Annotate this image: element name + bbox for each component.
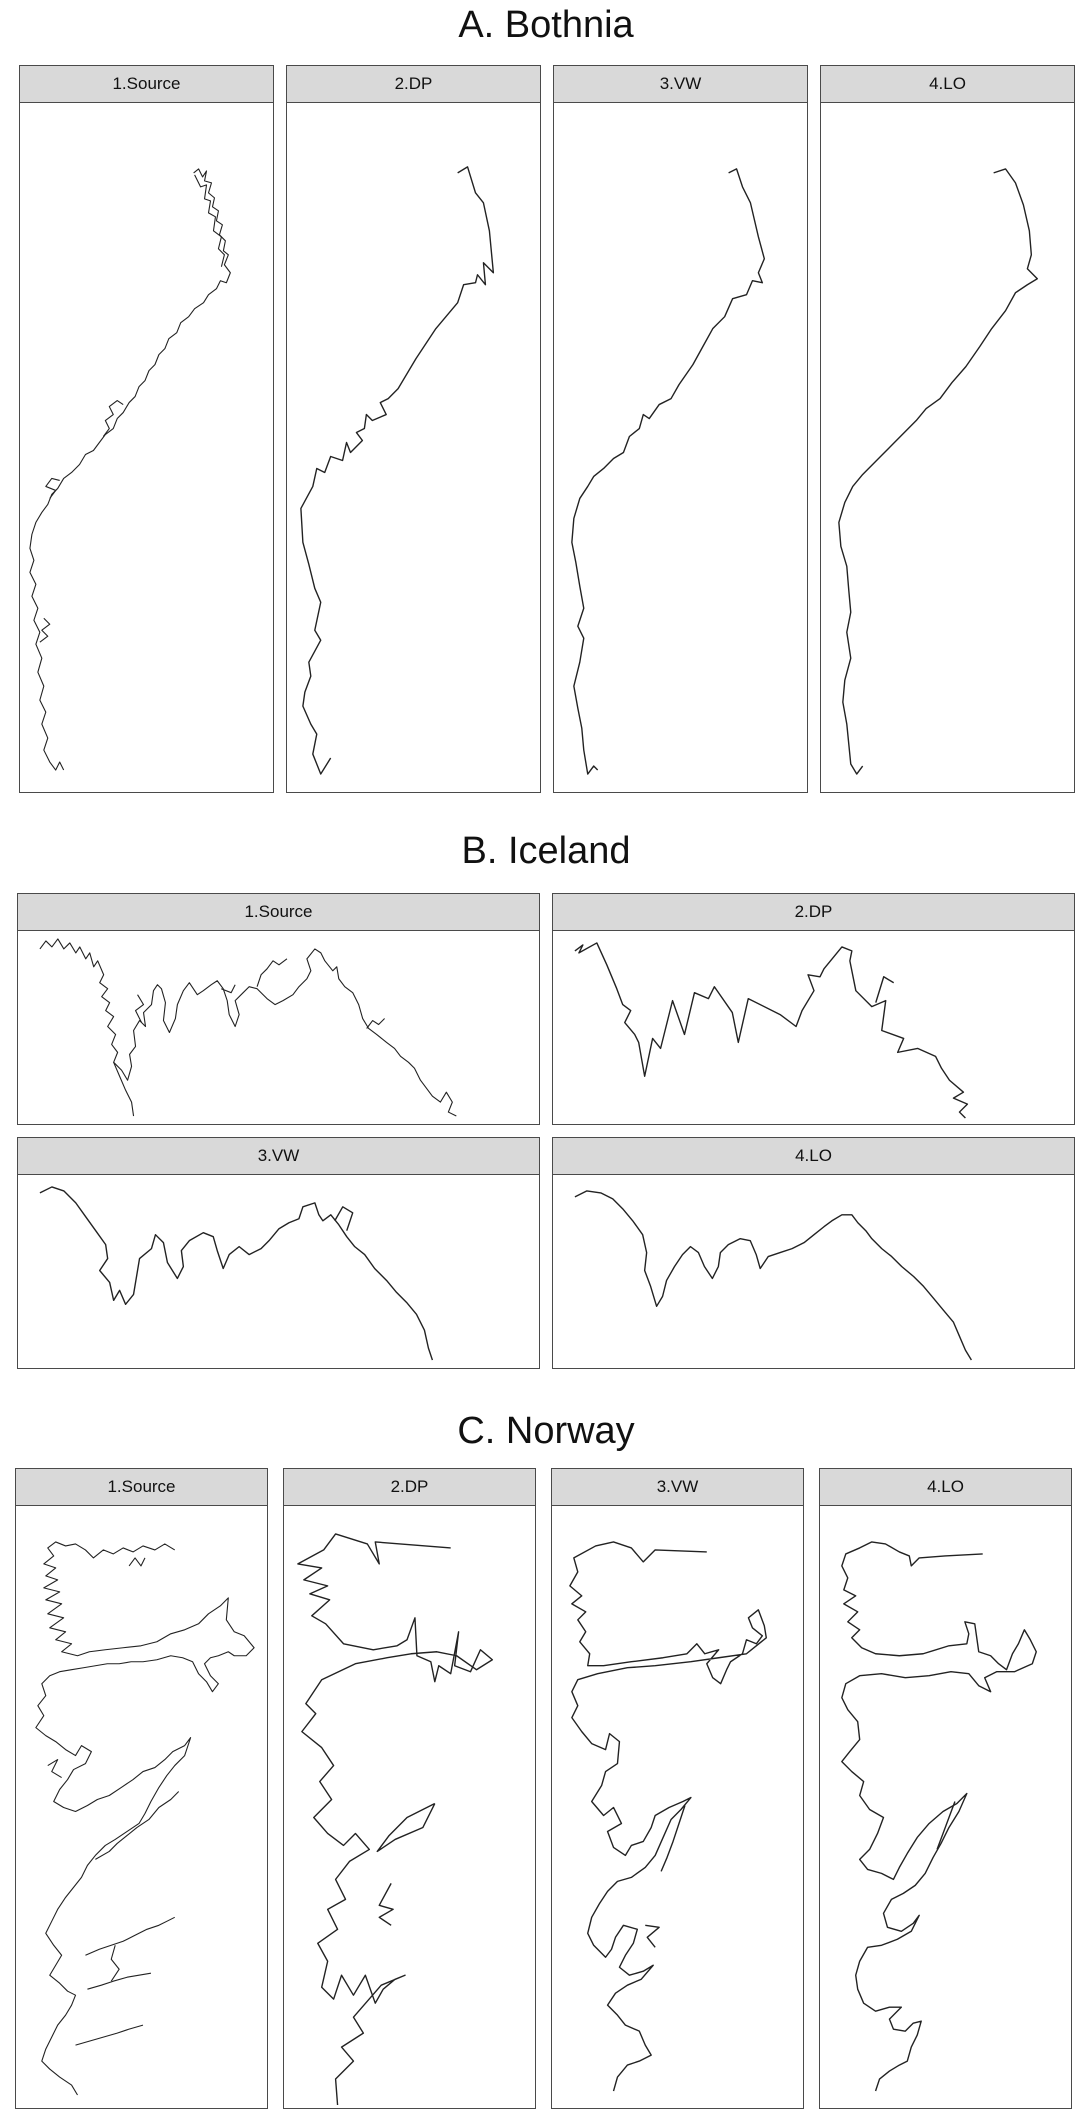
coastline-plot [553,931,1074,1124]
panel-strip-label: 3.VW [18,1138,539,1175]
coastline-plot [287,103,540,792]
coastline-plot [821,103,1074,792]
panel-strip-label: 4.LO [821,66,1074,103]
coastline-plot [554,103,807,792]
panel-iceland-dp: 2.DP [552,893,1075,1125]
panel-iceland-source: 1.Source [17,893,540,1125]
section-title-bothnia: A. Bothnia [458,4,634,46]
coastline-plot [284,1506,535,2108]
panel-strip-label: 2.DP [284,1469,535,1506]
section-title-iceland: B. Iceland [461,830,631,872]
panel-strip-label: 1.Source [20,66,273,103]
coastline-plot [553,1175,1074,1368]
panel-norway-vw: 3.VW [551,1468,804,2109]
panel-strip-label: 1.Source [18,894,539,931]
panel-norway-source: 1.Source [15,1468,268,2109]
panel-iceland-vw: 3.VW [17,1137,540,1369]
panel-bothnia-source: 1.Source [19,65,274,793]
panel-strip-label: 2.DP [553,894,1074,931]
panel-iceland-lo: 4.LO [552,1137,1075,1369]
panel-bothnia-dp: 2.DP [286,65,541,793]
panel-strip-label: 3.VW [552,1469,803,1506]
panel-bothnia-vw: 3.VW [553,65,808,793]
panel-strip-label: 4.LO [820,1469,1071,1506]
coastline-plot [18,931,539,1124]
section-title-norway: C. Norway [457,1410,635,1452]
coastline-plot [18,1175,539,1368]
panel-norway-lo: 4.LO [819,1468,1072,2109]
panel-strip-label: 3.VW [554,66,807,103]
coastline-plot [20,103,273,792]
coastline-plot [820,1506,1071,2108]
coastline-plot [16,1506,267,2108]
panel-strip-label: 1.Source [16,1469,267,1506]
panel-strip-label: 4.LO [553,1138,1074,1175]
panel-bothnia-lo: 4.LO [820,65,1075,793]
coastline-plot [552,1506,803,2108]
panel-strip-label: 2.DP [287,66,540,103]
panel-norway-dp: 2.DP [283,1468,536,2109]
